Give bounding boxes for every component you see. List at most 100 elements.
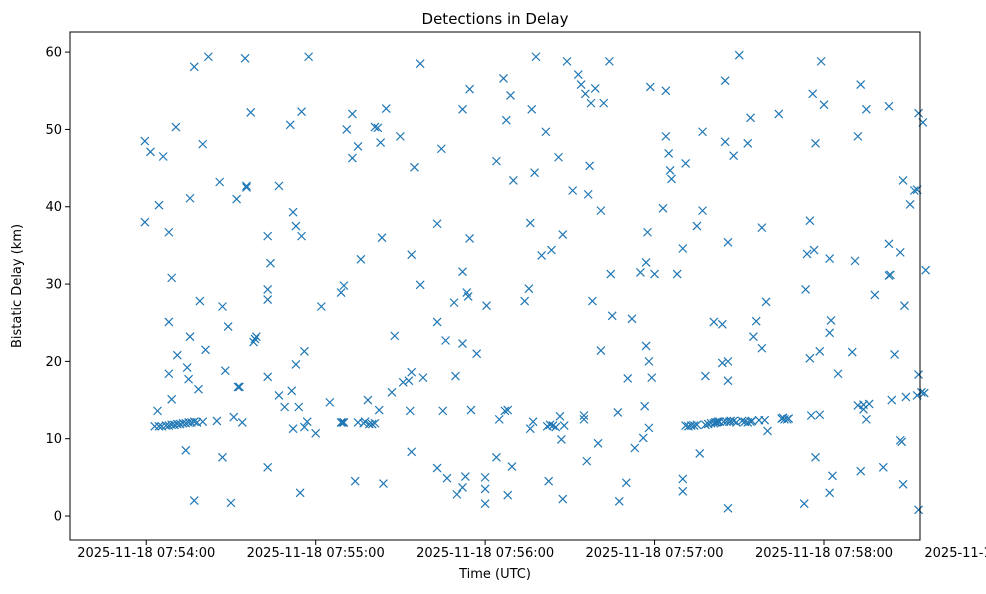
x-tick-label: 2025-11-18 07:59:00: [924, 546, 986, 561]
data-point-marker: [870, 290, 880, 300]
data-point-marker: [291, 221, 301, 231]
data-point-marker: [604, 56, 614, 66]
data-point-marker: [900, 301, 909, 311]
data-point-marker: [826, 315, 836, 325]
data-point-marker: [558, 494, 568, 504]
data-point-marker: [590, 84, 600, 93]
data-point-marker: [436, 144, 446, 154]
data-point-marker: [815, 410, 825, 420]
y-axis: 0 10 20 30 40 50 60: [45, 46, 70, 525]
data-point-marker: [641, 257, 651, 267]
data-point-marker: [418, 373, 428, 383]
data-point-marker: [621, 478, 631, 488]
data-point-marker: [527, 104, 537, 114]
data-point-marker: [698, 206, 707, 216]
data-point-marker: [887, 395, 897, 405]
data-point-marker: [458, 267, 467, 277]
data-point-marker: [541, 127, 551, 137]
data-point-marker: [717, 319, 727, 329]
data-point-marker: [709, 317, 719, 327]
data-point-marker: [548, 421, 558, 430]
data-point-marker: [825, 328, 835, 338]
data-point-marker: [353, 142, 363, 151]
data-point-marker: [678, 486, 688, 496]
data-point-marker: [370, 122, 380, 132]
data-point-marker: [203, 52, 213, 62]
data-point-marker: [250, 334, 260, 344]
data-point-marker: [395, 131, 405, 141]
data-point-marker: [809, 245, 819, 255]
data-point-marker: [737, 416, 747, 426]
data-point-marker: [325, 397, 335, 407]
data-point-marker: [916, 387, 926, 397]
data-point-marker: [547, 245, 556, 255]
data-point-marker: [555, 411, 565, 421]
data-point-marker: [645, 82, 655, 92]
data-point-marker: [715, 417, 724, 427]
data-point-marker: [410, 162, 419, 172]
axes-frame: [69, 31, 921, 541]
data-point-marker: [480, 499, 490, 509]
data-point-marker: [613, 407, 623, 417]
data-point-marker: [556, 435, 566, 444]
data-point-marker: [263, 372, 273, 382]
data-point-marker: [432, 219, 442, 229]
data-point-marker: [805, 353, 815, 363]
data-point-marker: [583, 189, 593, 199]
data-point-marker: [491, 156, 501, 166]
data-point-marker: [415, 280, 425, 290]
data-point-marker: [747, 416, 757, 426]
data-point-marker: [472, 349, 482, 359]
data-point-marker: [524, 284, 534, 294]
data-point-marker: [181, 445, 191, 455]
data-point-marker: [801, 285, 811, 294]
data-point-marker: [507, 462, 517, 471]
data-point-marker: [878, 462, 888, 472]
data-point-marker: [667, 174, 676, 184]
data-point-marker: [661, 131, 671, 141]
data-point-marker: [898, 479, 908, 489]
data-point-marker: [336, 288, 346, 297]
data-point-marker: [847, 347, 857, 357]
data-point-marker: [415, 59, 425, 69]
data-point-marker: [520, 296, 530, 306]
data-point-marker: [732, 418, 741, 427]
data-point-marker: [623, 373, 633, 383]
data-point-marker: [743, 138, 753, 148]
chart-title: Detections in Delay: [422, 10, 569, 28]
data-point-marker: [638, 433, 648, 443]
data-point-marker: [291, 360, 301, 369]
data-point-marker: [441, 336, 451, 345]
y-tick-label: 30: [45, 278, 62, 293]
data-point-marker: [815, 346, 825, 356]
data-point-marker: [242, 181, 251, 191]
data-point-marker: [263, 462, 273, 472]
data-point-marker: [898, 176, 908, 185]
data-point-marker: [582, 456, 592, 466]
data-point-marker: [833, 369, 843, 379]
data-point-marker: [901, 392, 911, 402]
data-point-marker: [184, 374, 194, 384]
data-point-marker: [573, 70, 583, 79]
data-point-marker: [692, 420, 702, 430]
data-point-marker: [647, 373, 657, 383]
data-point-marker: [172, 350, 182, 360]
data-point-marker: [757, 343, 767, 353]
data-point-marker: [237, 418, 247, 427]
data-point-marker: [167, 394, 177, 404]
data-point-marker: [530, 168, 539, 178]
data-point-marker: [808, 89, 818, 99]
data-point-marker: [636, 268, 645, 277]
data-point-marker: [802, 249, 812, 259]
data-point-marker: [545, 420, 555, 430]
data-point-marker: [158, 152, 168, 161]
data-point-marker: [220, 366, 230, 376]
data-point-marker: [805, 216, 815, 226]
data-point-marker: [339, 418, 349, 427]
data-point-marker: [678, 474, 688, 484]
data-point-marker: [189, 417, 199, 427]
data-point-marker: [274, 181, 284, 191]
data-point-marker: [630, 443, 640, 453]
